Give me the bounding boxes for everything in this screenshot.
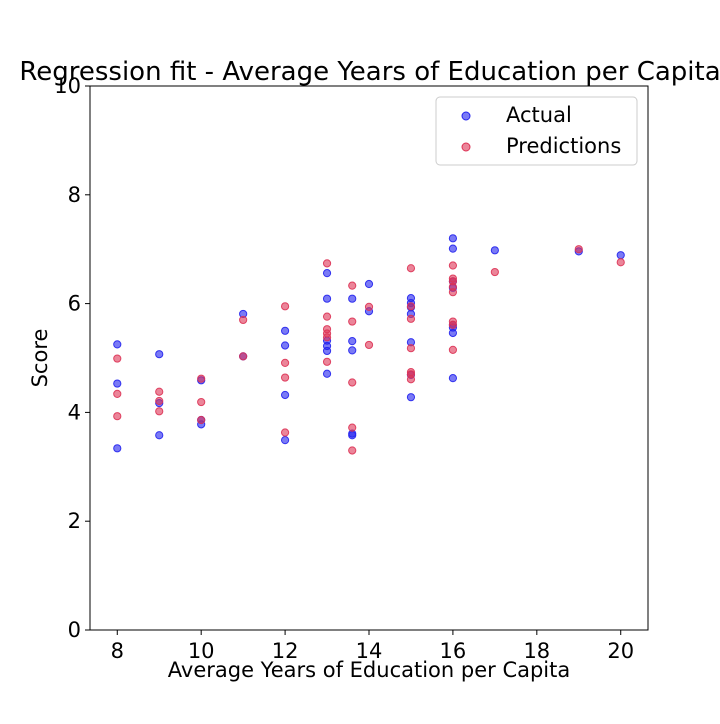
point-predictions-28	[406, 264, 416, 273]
point-predictions-42	[448, 345, 458, 354]
point-predictions-20	[322, 357, 332, 366]
point-actual-19	[322, 346, 332, 356]
x-axis-label: Average Years of Education per Capita	[168, 658, 571, 682]
point-predictions-4	[155, 396, 164, 406]
x-tick-label: 14	[356, 639, 383, 663]
point-predictions-35	[448, 261, 458, 270]
x-tick-label: 16	[440, 639, 467, 663]
x-tick-label: 20	[607, 639, 634, 663]
point-predictions-5	[155, 407, 164, 416]
point-predictions-43	[490, 267, 499, 277]
legend-box	[435, 96, 638, 166]
point-actual-25	[348, 431, 357, 440]
x-tick-label: 18	[523, 639, 550, 663]
point-predictions-1	[113, 389, 122, 398]
point-actual-42	[448, 374, 458, 383]
point-actual-35	[448, 234, 458, 243]
point-predictions-11	[280, 302, 290, 311]
point-actual-14	[280, 436, 290, 445]
y-tick-label: 0	[68, 618, 81, 642]
point-predictions-29	[406, 302, 416, 311]
legend-label-actual: Actual	[506, 103, 572, 127]
point-actual-26	[364, 279, 374, 289]
point-predictions-31	[406, 344, 416, 353]
point-predictions-3	[155, 387, 164, 396]
point-actual-12	[280, 341, 290, 350]
point-actual-21	[348, 294, 357, 303]
point-actual-13	[280, 390, 290, 400]
point-actual-45	[616, 251, 625, 260]
point-actual-15	[322, 269, 332, 278]
point-predictions-41	[448, 320, 458, 329]
y-axis-label: Score	[28, 329, 52, 388]
legend: Actual Predictions	[435, 96, 638, 166]
point-predictions-22	[348, 317, 357, 326]
point-predictions-14	[280, 428, 290, 437]
legend-marker-predictions	[461, 142, 471, 152]
point-predictions-25	[348, 446, 357, 455]
point-predictions-6	[197, 374, 206, 383]
chart-title: Regression fit - Average Years of Educat…	[19, 57, 720, 87]
point-predictions-8	[197, 415, 206, 425]
point-predictions-2	[113, 412, 122, 421]
point-actual-22	[348, 337, 357, 346]
point-predictions-7	[197, 397, 206, 407]
point-predictions-13	[280, 373, 290, 382]
point-predictions-10	[239, 352, 248, 361]
x-tick-label: 10	[188, 639, 215, 663]
legend-label-predictions: Predictions	[506, 134, 621, 158]
point-predictions-44	[574, 245, 583, 254]
point-actual-41	[448, 328, 458, 338]
point-actual-2	[113, 444, 122, 453]
points-layer	[113, 234, 625, 455]
point-predictions-16	[322, 312, 332, 321]
point-actual-1	[113, 379, 122, 388]
point-actual-43	[490, 246, 499, 255]
legend-marker-actual	[461, 111, 471, 121]
point-predictions-26	[364, 302, 374, 311]
y-tick-label: 4	[68, 400, 81, 424]
x-axis: 8 10 12 14 16 18 20	[111, 630, 634, 663]
point-actual-23	[348, 346, 357, 355]
y-tick-label: 8	[68, 183, 81, 207]
point-predictions-39	[448, 288, 458, 297]
x-tick-label: 12	[272, 639, 299, 663]
y-tick-label: 6	[68, 292, 81, 316]
y-axis: 0 2 4 6 8 10	[54, 74, 90, 642]
point-actual-0	[113, 340, 122, 349]
point-predictions-45	[616, 258, 625, 267]
point-predictions-0	[113, 354, 122, 363]
point-predictions-27	[364, 340, 374, 350]
point-predictions-24	[348, 423, 357, 432]
x-tick-label: 8	[111, 639, 124, 663]
point-predictions-9	[239, 315, 248, 325]
point-actual-16	[322, 294, 332, 303]
point-actual-11	[280, 326, 290, 335]
y-tick-label: 2	[68, 509, 81, 533]
point-actual-5	[155, 431, 164, 440]
point-actual-20	[322, 369, 332, 378]
point-actual-3	[155, 350, 164, 359]
point-predictions-12	[280, 358, 290, 367]
point-predictions-15	[322, 259, 332, 268]
point-actual-36	[448, 244, 458, 253]
point-predictions-23	[348, 378, 357, 387]
point-predictions-19	[322, 333, 332, 342]
y-tick-label: 10	[54, 74, 81, 98]
point-predictions-21	[348, 281, 357, 290]
point-predictions-30	[406, 314, 416, 323]
point-predictions-34	[406, 375, 416, 384]
point-actual-34	[406, 393, 416, 402]
